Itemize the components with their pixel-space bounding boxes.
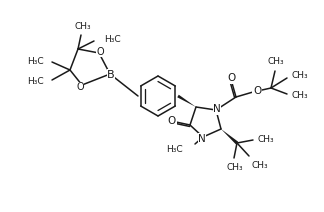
Text: CH₃: CH₃ [268,57,284,66]
Text: O: O [96,47,104,57]
Text: B: B [107,70,115,80]
Text: CH₃: CH₃ [227,163,243,172]
Text: CH₃: CH₃ [251,161,268,170]
Text: O: O [228,73,236,83]
Text: H₃C: H₃C [27,77,44,85]
Text: O: O [76,82,84,92]
Text: CH₃: CH₃ [257,134,274,144]
Text: H₃C: H₃C [104,35,121,43]
Text: CH₃: CH₃ [291,71,307,80]
Polygon shape [221,129,238,144]
Text: O: O [168,116,176,126]
Polygon shape [177,95,196,107]
Text: CH₃: CH₃ [75,22,91,31]
Text: H₃C: H₃C [27,57,44,66]
Text: CH₃: CH₃ [291,92,307,100]
Text: N: N [213,104,221,114]
Text: O: O [253,86,261,96]
Text: N: N [198,134,206,144]
Text: H₃C: H₃C [167,145,183,155]
